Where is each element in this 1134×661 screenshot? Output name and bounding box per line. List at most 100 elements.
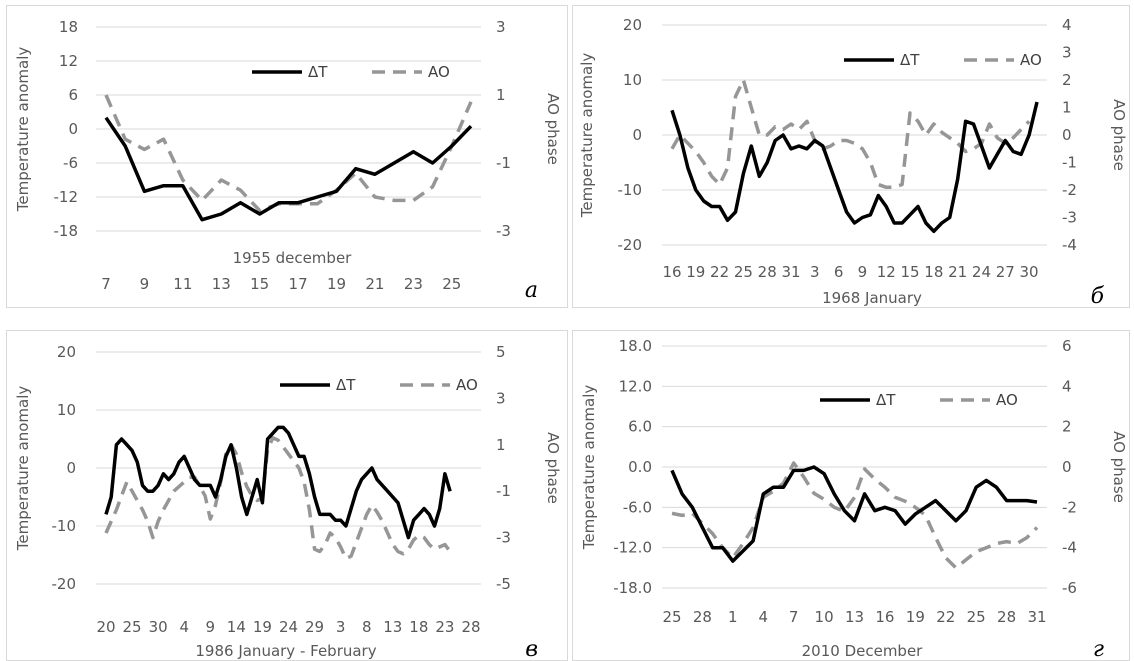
x-tick-label: 8 (362, 618, 372, 636)
y-tick-label: -12 (54, 188, 79, 206)
x-tick-label: 28 (997, 608, 1016, 626)
x-tick-label: 24 (279, 618, 298, 636)
y2-tick-label: 1 (1062, 99, 1072, 117)
x-tick-label: 13 (212, 275, 231, 293)
y-tick-label: -6.0 (623, 498, 652, 516)
legend-label-dt: ΔT (308, 63, 328, 81)
y-tick-label: -12.0 (613, 539, 652, 557)
x-tick-label: 7 (101, 275, 111, 293)
x-tick-label: 25 (442, 275, 461, 293)
x-tick-label: 18 (924, 263, 943, 281)
y2-tick-label: 0 (1062, 458, 1072, 476)
y-tick-label: 10 (57, 401, 76, 419)
chart-svg: -18.0 -12.0 -6.0 0.0 6.0 12.0 18.0 -6 -4 -2 0 2 4 6 25… (580, 337, 1128, 661)
y-axis-title: Temperature anomaly (14, 47, 32, 213)
y2-tick-label: 3 (1062, 44, 1072, 62)
y-tick-label: 18.0 (619, 337, 652, 355)
y2-tick-label: 1 (496, 86, 506, 104)
x-tick-label: 7 (789, 608, 799, 626)
x-axis-title: 1986 January - February (195, 642, 376, 660)
y-tick-label: -10 (618, 181, 643, 199)
x-axis-title: 1955 december (233, 249, 353, 267)
y2-tick-label: 0 (1062, 126, 1072, 144)
x-tick-label: 31 (781, 263, 800, 281)
series-line-dt (104, 425, 452, 540)
x-tick-label: 27 (996, 263, 1015, 281)
y-tick-label: -6 (63, 154, 78, 172)
x-tick-label: 3 (336, 618, 346, 636)
y-tick-label: -20 (52, 575, 77, 593)
legend-label-dt: ΔT (900, 51, 920, 69)
x-tick-label: 10 (815, 608, 834, 626)
y2-tick-label: 2 (1062, 71, 1072, 89)
y-tick-label: 12 (59, 52, 78, 70)
y2-tick-label: -2 (1062, 181, 1077, 199)
y-tick-label: 12.0 (619, 377, 652, 395)
y2-tick-label: -5 (496, 575, 511, 593)
y2-axis-title: AO phase (544, 93, 562, 165)
x-tick-label: 3 (810, 263, 820, 281)
x-tick-label: 19 (253, 618, 272, 636)
y-tick-label: 0 (66, 459, 76, 477)
series-line-ao (104, 436, 452, 561)
x-tick-label: 12 (877, 263, 896, 281)
x-tick-label: 22 (710, 263, 729, 281)
y-tick-label: -10 (52, 517, 77, 535)
y2-axis-title: AO phase (544, 432, 562, 504)
y2-tick-label: 1 (496, 436, 506, 454)
x-tick-label: 21 (365, 275, 384, 293)
x-tick-label: 25 (734, 263, 753, 281)
x-tick-label: 13 (845, 608, 864, 626)
x-tick-label: 23 (404, 275, 423, 293)
y-axis-title: Temperature anomaly (14, 386, 32, 552)
x-tick-label: 15 (900, 263, 919, 281)
legend-label-ao: AO (996, 391, 1018, 409)
y-tick-label: 20 (623, 16, 642, 34)
y-tick-label: 18 (59, 18, 78, 36)
x-tick-label: 4 (758, 608, 768, 626)
panel-border (572, 5, 1130, 308)
y2-tick-label: 3 (496, 389, 506, 407)
x-tick-label: 25 (967, 608, 986, 626)
y-tick-label: 20 (57, 343, 76, 361)
legend-label-ao: AO (1020, 51, 1042, 69)
y2-tick-label: -1 (496, 154, 511, 172)
legend-label-ao: AO (456, 376, 478, 394)
x-tick-label: 11 (173, 275, 192, 293)
y-tick-label: 0 (632, 126, 642, 144)
x-tick-label: 15 (250, 275, 269, 293)
x-tick-label: 28 (693, 608, 712, 626)
y2-tick-label: -3 (496, 529, 511, 547)
legend-label-dt: ΔT (336, 376, 356, 394)
x-tick-label: 28 (461, 618, 480, 636)
y2-tick-label: -2 (1062, 498, 1077, 516)
y2-tick-label: 2 (1062, 418, 1072, 436)
y2-tick-label: -6 (1062, 579, 1077, 597)
x-tick-label: 23 (435, 618, 454, 636)
y-tick-label: 6.0 (628, 418, 652, 436)
x-tick-label: 30 (1020, 263, 1039, 281)
legend-label-dt: ΔT (876, 391, 896, 409)
y2-tick-label: -1 (496, 482, 511, 500)
x-tick-label: 16 (875, 608, 894, 626)
series-line-dt (104, 116, 473, 222)
panel-border (6, 5, 568, 308)
x-tick-label: 25 (662, 608, 681, 626)
x-tick-label: 9 (858, 263, 868, 281)
y-tick-label: -18 (54, 222, 79, 240)
y-tick-label: 10 (623, 71, 642, 89)
panel-letter: в (525, 637, 538, 661)
y-tick-label: 6 (68, 86, 78, 104)
y2-tick-label: -4 (1062, 236, 1077, 254)
x-tick-label: 6 (834, 263, 844, 281)
y2-tick-label: 3 (496, 18, 506, 36)
series-line-dt (670, 101, 1039, 234)
y-axis-title: Temperature anomaly (578, 53, 596, 219)
legend-label-ao: AO (428, 63, 450, 81)
chart-panel-c: -20 -10 0 10 20 -5 -3 -1 1 3 5 20 25 30 4 9 14 19 24 29 3 8 13… (6, 330, 568, 661)
panel-letter: г (1093, 637, 1104, 661)
y-tick-label: -18.0 (613, 579, 652, 597)
